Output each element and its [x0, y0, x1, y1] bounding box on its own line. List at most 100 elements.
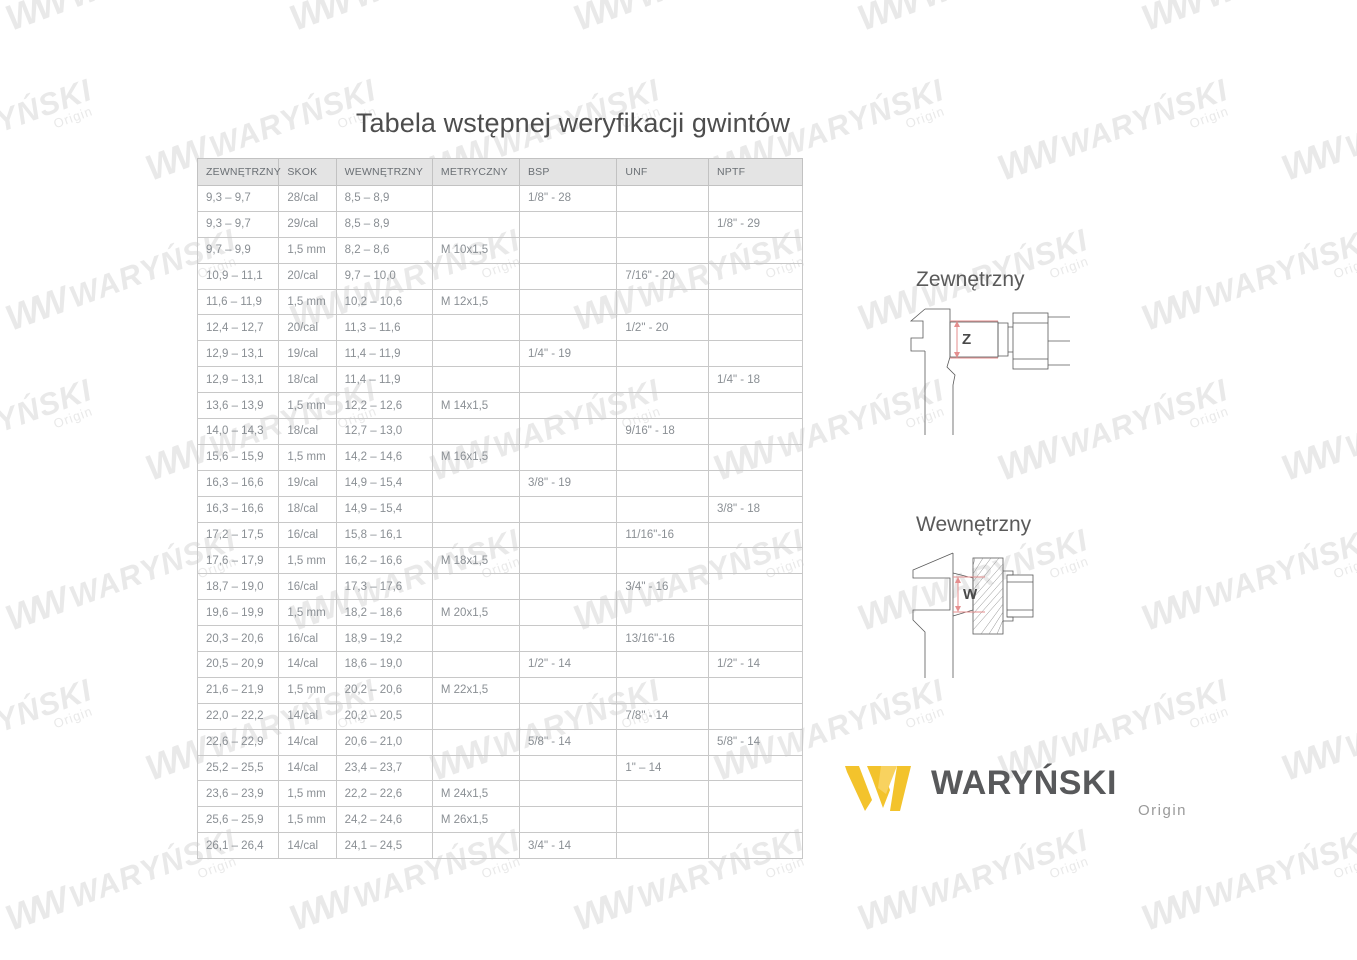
cell-nptf	[708, 392, 803, 420]
cell-unf	[616, 210, 709, 238]
cell-nptf: 3/8" - 18	[708, 495, 803, 523]
table-row: 16,3 – 16,6 19/cal 14,9 – 15,4 3/8" - 19	[196, 469, 803, 497]
cell-wewnetrzny: 8,5 – 8,9	[335, 210, 433, 238]
cell-skok: 14/cal	[278, 728, 337, 756]
cell-skok: 19/cal	[278, 340, 337, 368]
cell-metryczny	[431, 185, 520, 212]
column-header-zewnetrzny: ZEWNĘTRZNY	[196, 158, 281, 186]
cell-bsp	[518, 625, 618, 653]
cell-metryczny	[431, 521, 520, 549]
cell-bsp	[518, 573, 618, 601]
cell-metryczny	[431, 702, 520, 730]
cell-wewnetrzny: 11,4 – 11,9	[335, 366, 433, 394]
cell-nptf: 1/4" - 18	[708, 366, 803, 394]
cell-nptf	[708, 236, 803, 264]
cell-zewnetrzny: 21,6 – 21,9	[196, 676, 280, 704]
table-row: 12,4 – 12,7 20/cal 11,3 – 11,6 1/2" - 20	[196, 314, 803, 342]
cell-skok: 1,5 mm	[278, 599, 337, 627]
cell-zewnetrzny: 9,3 – 9,7	[196, 210, 280, 238]
cell-unf: 3/4" - 16	[616, 573, 709, 601]
cell-unf: 1" – 14	[616, 754, 709, 782]
cell-metryczny	[431, 262, 520, 290]
cell-unf	[616, 806, 709, 834]
waryński-w-mark-icon	[845, 766, 911, 811]
cell-unf	[616, 676, 709, 704]
cell-wewnetrzny: 22,2 – 22,6	[335, 780, 433, 808]
table-row: 22,6 – 22,9 14/cal 20,6 – 21,0 5/8" - 14 5/8…	[196, 728, 803, 756]
cell-metryczny	[431, 418, 520, 445]
cell-zewnetrzny: 12,9 – 13,1	[196, 340, 280, 368]
cell-unf: 11/16"-16	[616, 521, 709, 549]
column-header-wewnetrzny: WEWNĘTRZNY	[335, 158, 433, 186]
cell-nptf: 1/2" - 14	[708, 651, 803, 678]
cell-bsp	[518, 521, 618, 549]
cell-nptf	[708, 314, 803, 342]
cell-unf	[616, 236, 709, 264]
cell-nptf	[708, 573, 803, 601]
cell-zewnetrzny: 12,9 – 13,1	[196, 366, 280, 394]
table-row: 16,3 – 16,6 18/cal 14,9 – 15,4 3/8" - 18	[196, 495, 803, 523]
cell-zewnetrzny: 26,1 – 26,4	[196, 832, 280, 860]
column-header-unf: UNF	[616, 158, 709, 186]
cell-bsp	[518, 599, 618, 627]
cell-wewnetrzny: 15,8 – 16,1	[335, 521, 433, 549]
cell-zewnetrzny: 22,0 – 22,2	[196, 702, 280, 730]
cell-wewnetrzny: 12,7 – 13,0	[335, 418, 433, 445]
cell-wewnetrzny: 18,2 – 18,6	[335, 599, 433, 627]
table-row: 20,5 – 20,9 14/cal 18,6 – 19,0 1/2" - 14 1/2…	[196, 651, 803, 678]
logo-wordmark: WARYŃSKI	[931, 764, 1117, 802]
cell-metryczny: M 24x1,5	[431, 780, 520, 808]
cell-zewnetrzny: 12,4 – 12,7	[196, 314, 280, 342]
cell-metryczny	[431, 495, 520, 523]
cell-zewnetrzny: 15,6 – 15,9	[196, 443, 280, 471]
cell-wewnetrzny: 20,2 – 20,5	[335, 702, 433, 730]
cell-skok: 14/cal	[278, 702, 337, 730]
cell-wewnetrzny: 16,2 – 16,6	[335, 547, 433, 575]
cell-wewnetrzny: 24,1 – 24,5	[335, 832, 433, 860]
cell-skok: 14/cal	[278, 832, 337, 860]
cell-nptf	[708, 599, 803, 627]
cell-unf: 13/16"-16	[616, 625, 709, 653]
cell-nptf: 1/8" - 29	[708, 210, 803, 238]
cell-unf	[616, 469, 709, 497]
table-row: 17,6 – 17,9 1,5 mm 16,2 – 16,6 M 18x1,5	[196, 547, 803, 575]
cell-wewnetrzny: 24,2 – 24,6	[335, 806, 433, 834]
cell-skok: 18/cal	[278, 495, 337, 523]
table-row: 9,7 – 9,9 1,5 mm 8,2 – 8,6 M 10x1,5	[196, 236, 803, 264]
table-row: 23,6 – 23,9 1,5 mm 22,2 – 22,6 M 24x1,5	[196, 780, 803, 808]
table-row: 15,6 – 15,9 1,5 mm 14,2 – 14,6 M 16x1,5	[196, 443, 803, 471]
table-row: 20,3 – 20,6 16/cal 18,9 – 19,2 13/16"-16	[196, 625, 803, 653]
cell-metryczny	[431, 366, 520, 394]
diagram-external-thread: Z	[909, 308, 1070, 435]
cell-unf	[616, 340, 709, 368]
cell-zewnetrzny: 9,3 – 9,7	[196, 185, 280, 212]
table-row: 12,9 – 13,1 18/cal 11,4 – 11,9 1/4" - 18	[196, 366, 803, 394]
cell-wewnetrzny: 18,9 – 19,2	[335, 625, 433, 653]
table-row: 9,3 – 9,7 29/cal 8,5 – 8,9 1/8" - 29	[196, 210, 803, 238]
cell-nptf	[708, 521, 803, 549]
table-body: 9,3 – 9,7 28/cal 8,5 – 8,9 1/8" - 28 9,3 – 9…	[196, 185, 803, 860]
cell-metryczny	[431, 469, 520, 497]
table-row: 13,6 – 13,9 1,5 mm 12,2 – 12,6 M 14x1,5	[196, 392, 803, 420]
cell-nptf	[708, 754, 803, 782]
cell-bsp	[518, 210, 618, 238]
cell-zewnetrzny: 16,3 – 16,6	[196, 469, 280, 497]
column-header-bsp: BSP	[518, 158, 618, 186]
cell-nptf	[708, 418, 803, 445]
table-row: 22,0 – 22,2 14/cal 20,2 – 20,5 7/8" - 14	[196, 702, 803, 730]
cell-nptf	[708, 262, 803, 290]
cell-skok: 1,5 mm	[278, 780, 337, 808]
table-row: 17,2 – 17,5 16/cal 15,8 – 16,1 11/16"-16	[196, 521, 803, 549]
cell-nptf	[708, 340, 803, 368]
cell-bsp	[518, 366, 618, 394]
cell-skok: 16/cal	[278, 573, 337, 601]
cell-metryczny	[431, 728, 520, 756]
cell-zewnetrzny: 18,7 – 19,0	[196, 573, 280, 601]
cell-metryczny: M 20x1,5	[431, 599, 520, 627]
cell-unf	[616, 366, 709, 394]
cell-nptf	[708, 288, 803, 316]
cell-unf	[616, 547, 709, 575]
cell-zewnetrzny: 19,6 – 19,9	[196, 599, 280, 627]
cell-bsp	[518, 806, 618, 834]
